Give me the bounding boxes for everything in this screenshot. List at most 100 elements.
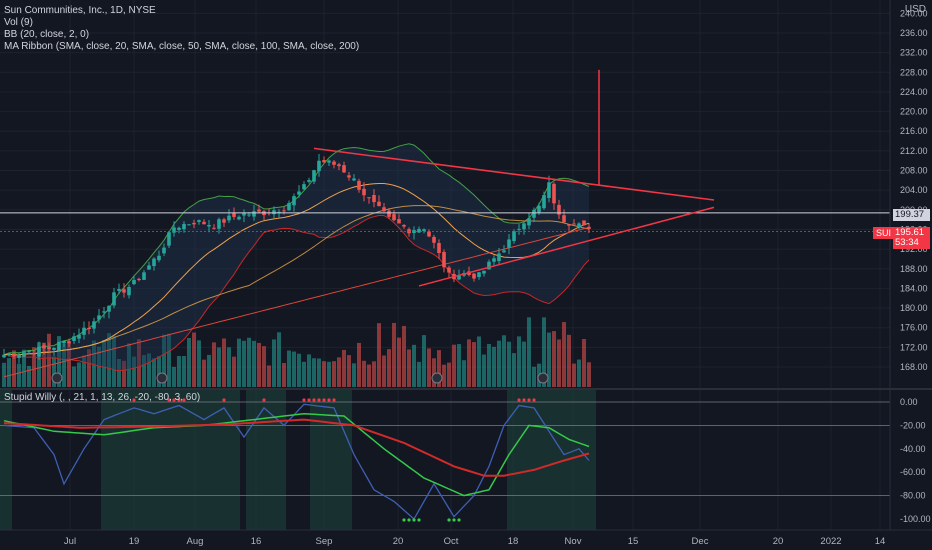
overbought-dot: [172, 398, 176, 402]
oversold-dot: [412, 518, 416, 522]
candle-body: [172, 227, 176, 233]
volume-bar: [27, 365, 31, 387]
volume-bar: [447, 362, 451, 387]
volume-bar: [462, 360, 466, 387]
willy-trend-line: [3, 418, 590, 477]
candle-body: [307, 180, 311, 182]
candle-body: [67, 341, 71, 344]
volume-bar: [62, 343, 66, 387]
candle-body: [492, 258, 496, 262]
oscillator-tick-label: -100.00: [900, 514, 931, 524]
candle-body: [557, 204, 561, 215]
volume-bar: [282, 362, 286, 387]
price-tick-label: 232.00: [900, 48, 928, 58]
volume-bar: [52, 356, 56, 387]
oscillator-tick-label: -40.00: [900, 444, 926, 454]
bollinger-bands: [3, 143, 590, 372]
volume-bar: [222, 338, 226, 387]
overbought-dot: [312, 398, 316, 402]
candle-body: [87, 327, 91, 329]
oscillator-zone: [0, 390, 12, 530]
candle-body: [437, 242, 441, 253]
volume-bar: [227, 347, 231, 387]
volume-bar: [177, 355, 181, 387]
overbought-dot: [132, 398, 136, 402]
candle-body: [532, 209, 536, 218]
candles: [2, 154, 591, 364]
candle-body: [567, 224, 571, 226]
oscillator-zone: [507, 390, 596, 530]
time-tick-label: 15: [628, 536, 639, 547]
candle-body: [392, 214, 396, 221]
volume-bar: [297, 353, 301, 387]
candle-body: [27, 351, 31, 353]
volume-bar: [532, 366, 536, 387]
candle-body: [422, 229, 426, 232]
price-tick-label: 184.00: [900, 283, 928, 293]
volume-bar: [367, 364, 371, 387]
event-marker: [431, 372, 443, 384]
candle-body: [517, 228, 521, 230]
candle-body: [212, 227, 216, 229]
volume-bar: [427, 348, 431, 387]
volume-bar: [562, 322, 566, 387]
volume-bar: [247, 337, 251, 387]
overbought-dot: [262, 398, 266, 402]
candle-body: [522, 223, 526, 230]
price-tick-label: 236.00: [900, 28, 928, 38]
volume-bar: [422, 335, 426, 387]
overbought-dot: [517, 398, 521, 402]
candle-body: [122, 289, 126, 293]
oscillator-label[interactable]: Stupid Willy (, , 21, 1, 13, 26, -20, -8…: [4, 392, 201, 403]
indicator-vol-label[interactable]: Vol (9): [4, 17, 33, 28]
volume-bar: [552, 331, 556, 387]
volume-bar: [272, 339, 276, 387]
volume-bar: [147, 353, 151, 387]
volume-bar: [317, 358, 321, 387]
price-tick-label: 240.00: [900, 8, 928, 18]
price-tick-label: 204.00: [900, 185, 928, 195]
candle-body: [97, 315, 101, 320]
candle-body: [147, 265, 151, 270]
volume-bar: [167, 333, 171, 387]
oscillator-tick-label: -80.00: [900, 491, 926, 501]
volume-bar: [507, 341, 511, 387]
time-tick-label: 20: [773, 536, 784, 547]
price-tick-label: 212.00: [900, 146, 928, 156]
volume-bar: [437, 350, 441, 387]
volume-bar: [107, 333, 111, 387]
candle-body: [342, 165, 346, 173]
candle-body: [247, 214, 251, 216]
candle-body: [537, 205, 541, 213]
volume-bar: [487, 343, 491, 387]
overbought-dot: [532, 398, 536, 402]
trendline-descending: [313, 147, 715, 201]
volume-bar: [322, 361, 326, 387]
price-tick-label: 176.00: [900, 323, 928, 333]
oscillator-zone: [310, 390, 352, 530]
time-tick-label: Aug: [187, 536, 204, 547]
indicator-bb-label[interactable]: BB (20, close, 2, 0): [4, 29, 90, 40]
candle-body: [127, 287, 131, 296]
candle-body: [117, 289, 121, 291]
candle-body: [42, 345, 46, 349]
volume-bar: [307, 354, 311, 387]
oscillator-tick-label: 0.00: [900, 397, 918, 407]
candle-body: [547, 182, 551, 198]
volume-bar: [382, 355, 386, 387]
volume-bar: [142, 355, 146, 387]
volume-bar: [352, 363, 356, 387]
candle-body: [562, 215, 566, 223]
price-tick-label: 168.00: [900, 362, 928, 372]
overbought-dot: [177, 398, 181, 402]
volume-bar: [292, 351, 296, 387]
candle-body: [232, 213, 236, 217]
volume-bar: [237, 338, 241, 387]
candle-body: [187, 224, 191, 226]
volume-bar: [472, 342, 476, 387]
candle-body: [142, 272, 146, 280]
volume-bar: [522, 341, 526, 387]
indicator-ma-label[interactable]: MA Ribbon (SMA, close, 20, SMA, close, 5…: [4, 41, 360, 52]
candle-body: [202, 221, 206, 225]
